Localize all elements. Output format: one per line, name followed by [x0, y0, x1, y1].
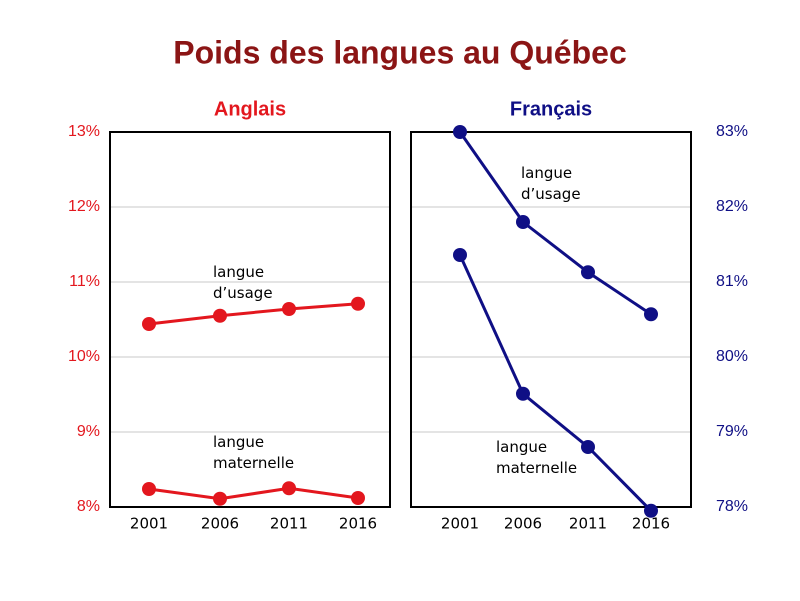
x-tick-label: 2011	[270, 515, 308, 533]
point	[282, 481, 296, 496]
x-tick-label: 2006	[201, 515, 239, 533]
y-tick-label: 12%	[68, 198, 100, 215]
point	[581, 265, 595, 280]
x-tick-label: 2006	[504, 515, 542, 533]
x-tick-label: 2016	[339, 515, 377, 533]
y-tick-label: 8%	[77, 498, 100, 515]
plot-frame	[410, 131, 692, 508]
point	[351, 491, 365, 505]
point	[644, 307, 658, 322]
y-tick-label: 79%	[716, 423, 748, 440]
x-tick-label: 2001	[441, 515, 479, 533]
y-tick-label: 9%	[77, 423, 100, 440]
point	[516, 386, 530, 401]
y-tick-label: 82%	[716, 198, 748, 215]
x-tick-label: 2016	[632, 515, 670, 533]
point	[453, 248, 467, 262]
plot-frame	[109, 131, 391, 508]
panel-title: Français	[510, 98, 592, 120]
y-tick-label: 11%	[69, 273, 100, 290]
series-line	[148, 486, 359, 501]
series-line	[458, 254, 653, 512]
x-tick-label: 2011	[569, 515, 607, 533]
series-label: langue maternelle	[213, 433, 295, 472]
point	[282, 302, 296, 316]
y-tick-label: 81%	[716, 273, 748, 290]
point	[213, 308, 227, 323]
series-label: langue d’usage	[213, 263, 273, 302]
panel-title: Anglais	[214, 98, 286, 120]
y-tick-label: 80%	[716, 348, 748, 365]
point	[581, 440, 595, 454]
y-tick-label: 83%	[716, 123, 748, 140]
series-label: langue maternelle	[496, 438, 578, 477]
chart-title: Poids des langues au Québec	[173, 34, 626, 70]
y-tick-label: 13%	[68, 123, 100, 140]
point	[453, 125, 467, 139]
point	[142, 482, 156, 496]
x-tick-label: 2001	[130, 515, 168, 533]
point	[351, 296, 365, 311]
series-line	[148, 302, 359, 326]
series-line	[458, 131, 652, 316]
y-tick-label: 10%	[68, 348, 100, 365]
point	[213, 491, 227, 506]
point	[516, 215, 530, 229]
series-label: langue d’usage	[521, 164, 581, 203]
point	[142, 317, 156, 331]
y-tick-label: 78%	[716, 498, 748, 515]
point	[644, 503, 658, 518]
